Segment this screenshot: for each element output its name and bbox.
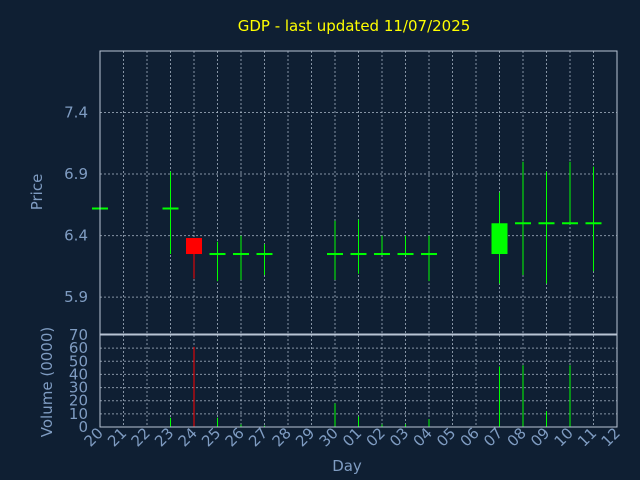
volume-tick-label: 70 [69, 326, 88, 344]
price-tick-label: 6.4 [64, 227, 88, 245]
candle-body [491, 223, 508, 255]
volume-tick-label: 50 [69, 352, 88, 370]
volume-panel-frame [99, 334, 618, 428]
y-axis-label: Price [28, 174, 46, 211]
price-tick-labels: 7.4 6.9 6.4 5.9 [64, 104, 88, 307]
price-tick-label: 7.4 [64, 104, 88, 122]
volume-tick-label: 60 [69, 339, 88, 357]
volume-tick-label: 40 [69, 365, 88, 383]
volume-bars [170, 346, 571, 427]
volume-axis-label: Volume (0000) [38, 327, 56, 437]
price-tick-label: 5.9 [64, 288, 88, 306]
volume-tick-label: 10 [69, 405, 88, 423]
chart-title: GDP - last updated 11/07/2025 [238, 17, 471, 35]
volume-tick-label: 30 [69, 379, 88, 397]
x-axis-label: Day [332, 457, 362, 475]
volume-tick-label: 0 [78, 418, 88, 436]
price-tick-label: 6.9 [64, 165, 88, 183]
volume-tick-label: 20 [69, 392, 88, 410]
price-panel-frame [99, 50, 618, 335]
day-tick-labels: 2021222324252627282930010203040506070809… [81, 424, 624, 450]
candle-body [186, 238, 202, 255]
